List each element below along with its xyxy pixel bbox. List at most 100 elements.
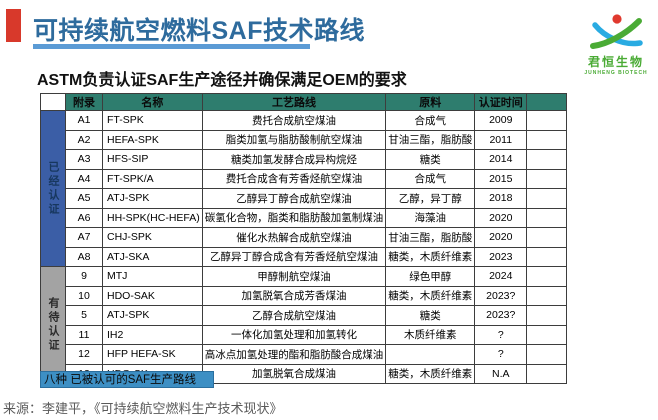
- cell-feedstock: 糖类，木质纤维素: [385, 363, 476, 384]
- cell-appendix: 10: [65, 285, 103, 306]
- table-row: 12 HFP HEFA-SK 高冰点加氢处理的酯和脂肪酸合成煤油?: [41, 344, 568, 365]
- cell-name: FT-SPK: [102, 110, 203, 131]
- page-title: 可持续航空燃料SAF技术路线: [33, 17, 366, 45]
- red-accent-bar: [6, 9, 21, 42]
- cell-year: ?: [474, 324, 528, 345]
- cell-process: 加氢脱氧合成煤油: [201, 363, 387, 384]
- cell-year: ?: [474, 344, 528, 365]
- corner-cell: [40, 93, 66, 111]
- cell-year: 2018: [474, 188, 528, 209]
- table-row: A2 HEFA-SPK 脂类加氢与脂肪酸制航空煤油 甘油三酯，脂肪酸 2011: [41, 129, 568, 150]
- cell-name: HDO-SAK: [102, 285, 203, 306]
- cell-extra: [526, 285, 568, 306]
- cell-appendix: 11: [65, 324, 103, 345]
- table-row: A5 ATJ-SPK 乙醇异丁醇合成航空煤油 乙醇，异丁醇 2018: [41, 188, 568, 209]
- column-header-empty: [526, 93, 568, 111]
- cell-appendix: A7: [65, 227, 103, 248]
- group-label-certified: 已经认证: [40, 110, 66, 267]
- table-row: 10 HDO-SAK 加氢脱氧合成芳香煤油 糖类，木质纤维素 2023?: [41, 285, 568, 306]
- cell-appendix: 12: [65, 344, 103, 365]
- cell-extra: [526, 168, 568, 189]
- cell-appendix: 9: [65, 266, 103, 287]
- logo-name-en: JUNHENG BIOTECH: [584, 70, 648, 76]
- cell-process: 乙醇异丁醇合成航空煤油: [201, 188, 387, 209]
- cell-name: IH2: [102, 324, 203, 345]
- cell-process: 脂类加氢与脂肪酸制航空煤油: [201, 129, 387, 150]
- column-header-process: 工艺路线: [201, 93, 387, 111]
- cell-process: 催化水热解合成航空煤油: [201, 227, 387, 248]
- table-body: 已经认证 A1 FT-SPK 费托合成航空煤油 合成气 2009 A2 HEFA-SPK 脂类加…: [40, 110, 568, 384]
- cell-extra: [526, 188, 568, 209]
- title-underline: [33, 44, 310, 49]
- logo-name-cn: 君恒生物: [587, 55, 644, 69]
- cell-year: 2020: [474, 227, 528, 248]
- cell-year: 2009: [474, 110, 528, 131]
- column-header-feedstock: 原料: [385, 93, 476, 111]
- cell-extra: [526, 110, 568, 131]
- cell-extra: [526, 149, 568, 170]
- cell-extra: [526, 324, 568, 345]
- cell-feedstock: 糖类: [385, 149, 476, 170]
- table-header-row: 附录 名称 工艺路线 原料 认证时间: [40, 93, 568, 111]
- saf-table: 附录 名称 工艺路线 原料 认证时间 已经认证 A1 FT-SPK 费托合成航空煤油 合成气 20…: [40, 93, 568, 384]
- cell-process: 乙醇异丁醇合成含有芳香烃航空煤油: [201, 246, 387, 267]
- cell-process: 乙醇合成航空煤油: [201, 305, 387, 326]
- cell-process: 费托合成航空煤油: [201, 110, 387, 131]
- company-logo: 君恒生物 JUNHENG BIOTECH: [580, 12, 652, 76]
- cell-year: 2024: [474, 266, 528, 287]
- table-row: A6 HH-SPK(HC-HEFA) 碳氢化合物，脂类和脂肪酸加氢制煤油 海藻油 202…: [41, 207, 568, 228]
- table-row: 已经认证 A1 FT-SPK 费托合成航空煤油 合成气 2009: [40, 110, 568, 267]
- table-row: A7 CHJ-SPK 催化水热解合成航空煤油 甘油三酯，脂肪酸 2020: [41, 227, 568, 248]
- cell-year: 2023: [474, 246, 528, 267]
- cell-name: CHJ-SPK: [102, 227, 203, 248]
- cell-process: 费托合成含有芳香烃航空煤油: [201, 168, 387, 189]
- logo-swoosh-icon: [588, 12, 644, 52]
- cell-process: 碳氢化合物，脂类和脂肪酸加氢制煤油: [201, 207, 387, 228]
- cell-feedstock: 糖类: [385, 305, 476, 326]
- cell-name: ATJ-SPK: [102, 188, 203, 209]
- cell-process: 一体化加氢处理和加氢转化: [201, 324, 387, 345]
- cell-appendix: 5: [65, 305, 103, 326]
- cell-feedstock: [385, 344, 476, 365]
- cell-appendix: A6: [65, 207, 103, 228]
- cell-year: 2023?: [474, 305, 528, 326]
- cell-appendix: A1: [65, 110, 103, 131]
- cell-extra: [526, 227, 568, 248]
- column-header-name: 名称: [102, 93, 203, 111]
- cell-process: 甲醇制航空煤油: [201, 266, 387, 287]
- column-header-appendix: 附录: [65, 93, 103, 111]
- cell-feedstock: 糖类，木质纤维素: [385, 246, 476, 267]
- cell-appendix: A8: [65, 246, 103, 267]
- cell-extra: [526, 363, 568, 384]
- cell-appendix: A3: [65, 149, 103, 170]
- cell-feedstock: 糖类，木质纤维素: [385, 285, 476, 306]
- cell-appendix: A4: [65, 168, 103, 189]
- cell-extra: [526, 344, 568, 365]
- cell-name: ATJ-SKA: [102, 246, 203, 267]
- cell-process: 高冰点加氢处理的酯和脂肪酸合成煤油: [201, 344, 387, 365]
- cell-extra: [526, 129, 568, 150]
- summary-badge: 八种 已被认可的SAF生产路线: [40, 371, 214, 388]
- column-header-year: 认证时间: [474, 93, 528, 111]
- cell-appendix: A2: [65, 129, 103, 150]
- cell-feedstock: 乙醇，异丁醇: [385, 188, 476, 209]
- table-row: A8 ATJ-SKA 乙醇异丁醇合成含有芳香烃航空煤油 糖类，木质纤维素 2023: [41, 246, 568, 267]
- table-row: A4 FT-SPK/A 费托合成含有芳香烃航空煤油 合成气 2015: [41, 168, 568, 189]
- cell-feedstock: 木质纤维素: [385, 324, 476, 345]
- cell-name: MTJ: [102, 266, 203, 287]
- cell-feedstock: 海藻油: [385, 207, 476, 228]
- cell-feedstock: 甘油三酯，脂肪酸: [385, 227, 476, 248]
- cell-name: HFP HEFA-SK: [102, 344, 203, 365]
- source-citation: 来源：李建平，《可持续航空燃料生产技术现状》: [3, 401, 283, 416]
- cell-extra: [526, 305, 568, 326]
- cell-name: HEFA-SPK: [102, 129, 203, 150]
- table-row: 有待认证 9 MTJ 甲醇制航空煤油 绿色甲醇 2024: [40, 266, 568, 384]
- cell-name: FT-SPK/A: [102, 168, 203, 189]
- cell-extra: [526, 266, 568, 287]
- cell-extra: [526, 246, 568, 267]
- cell-name: HFS-SIP: [102, 149, 203, 170]
- table-row: 11 IH2 一体化加氢处理和加氢转化 木质纤维素?: [41, 324, 568, 345]
- cell-name: HH-SPK(HC-HEFA): [102, 207, 203, 228]
- cell-feedstock: 绿色甲醇: [385, 266, 476, 287]
